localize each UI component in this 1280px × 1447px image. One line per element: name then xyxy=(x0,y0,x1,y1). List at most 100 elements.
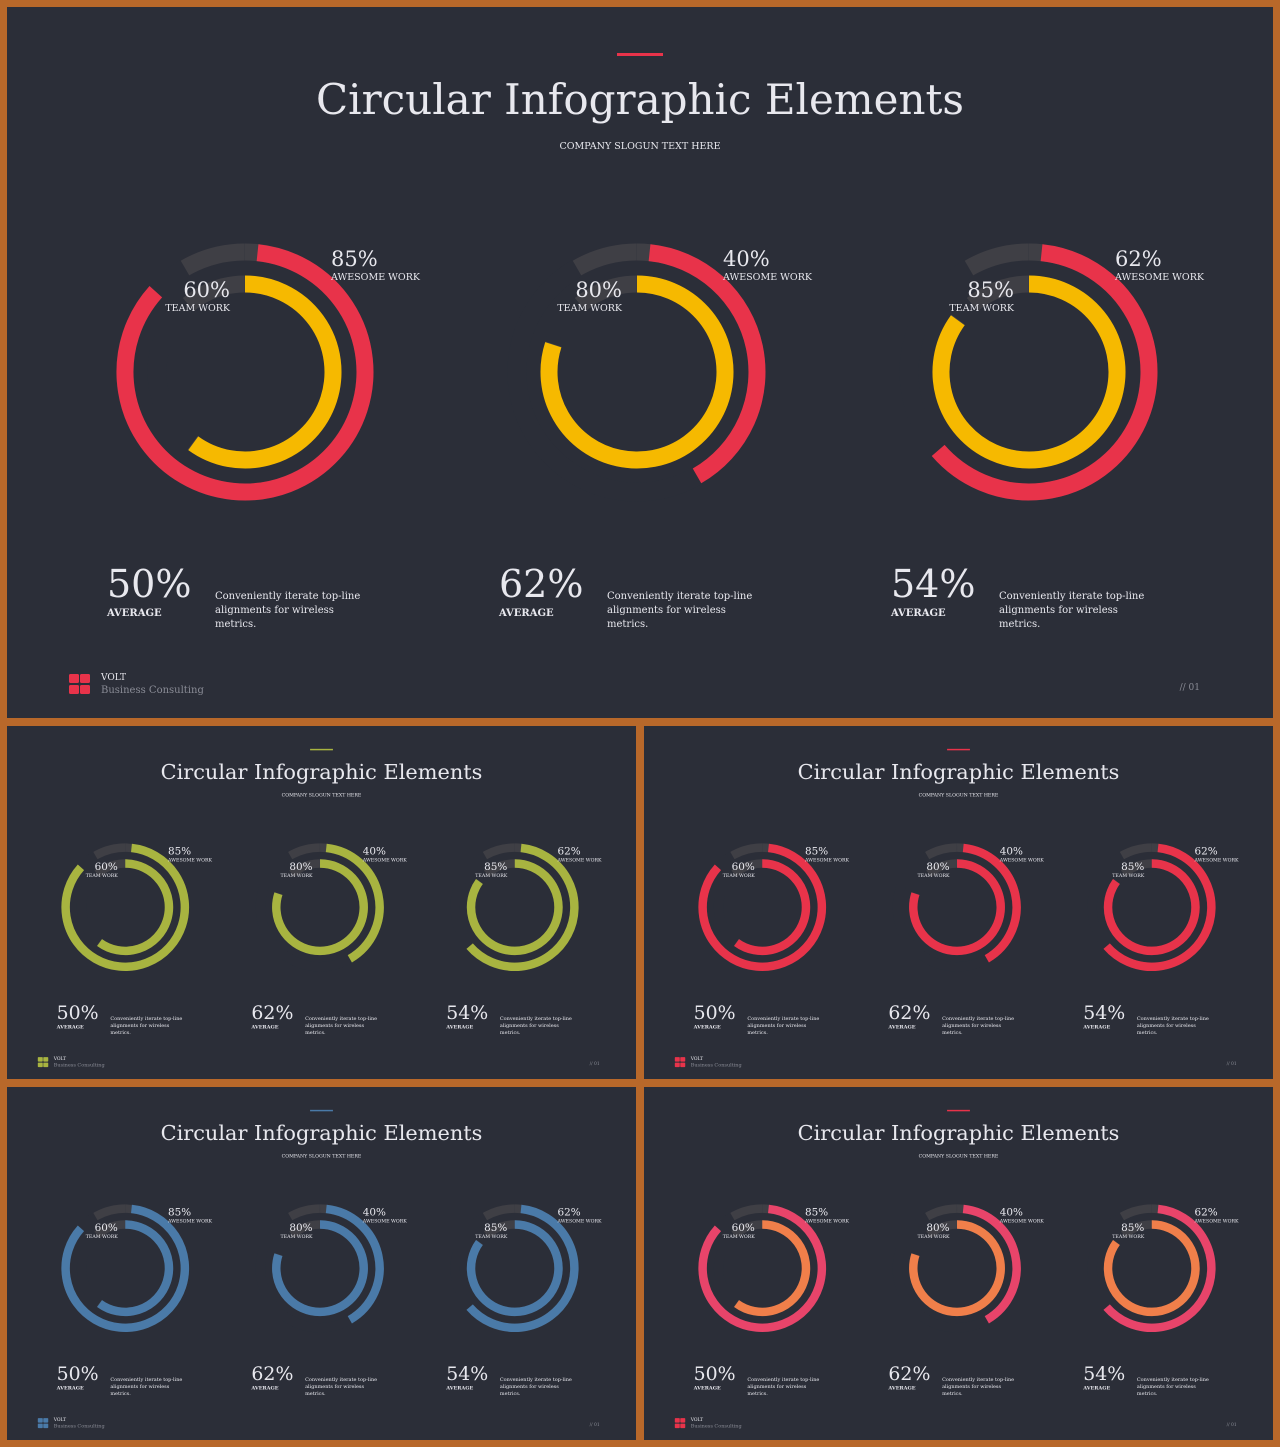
inner-percent: 85% xyxy=(484,1222,507,1234)
outer-track-gap xyxy=(507,259,713,502)
chart-group-1: 60%TEAM WORK 85%AWESOME WORK 50%AVERAGE Con… xyxy=(693,843,850,1036)
inner-track-gap xyxy=(76,870,103,947)
inner-percent: 80% xyxy=(575,278,622,302)
chart-group-1: 60%TEAM WORK 85%AWESOME WORK 50%AVERAGE Con… xyxy=(56,843,213,1036)
inner-label: TEAM WORK xyxy=(86,1234,119,1240)
average-percent: 54% xyxy=(446,1002,488,1024)
title-accent-line xyxy=(617,53,663,56)
inner-track-gap xyxy=(147,297,199,451)
average-description: Conveniently iterate top-line xyxy=(110,1377,182,1383)
outer-ring-value xyxy=(1103,843,1216,972)
slide-title: Circular Infographic Elements xyxy=(316,75,964,124)
outer-track-gap xyxy=(255,1212,358,1333)
slide-title: Circular Infographic Elements xyxy=(161,1121,483,1145)
average-description: metrics. xyxy=(110,1030,131,1036)
slide-coral: Circular Infographic Elements COMPANY SLO… xyxy=(644,1087,1273,1440)
outer-percent: 62% xyxy=(1115,247,1162,271)
average-description: metrics. xyxy=(607,619,648,630)
average-percent: 50% xyxy=(57,1002,99,1024)
average-label: AVERAGE xyxy=(56,1385,84,1391)
inner-percent: 80% xyxy=(289,861,312,873)
brand-tagline: Business Consulting xyxy=(691,1063,743,1069)
inner-track-gap xyxy=(950,297,979,326)
average-label: AVERAGE xyxy=(250,1385,278,1391)
outer-label: AWESOME WORK xyxy=(1114,272,1205,283)
brand-logo-icon xyxy=(37,1418,49,1429)
inner-label: TEAM WORK xyxy=(1112,873,1145,879)
outer-percent: 85% xyxy=(805,846,828,858)
average-description: Conveniently iterate top-line xyxy=(215,591,360,602)
inner-ring-value xyxy=(188,275,342,469)
average-label: AVERAGE xyxy=(445,1024,473,1030)
average-label: AVERAGE xyxy=(693,1024,721,1030)
outer-label: AWESOME WORK xyxy=(804,858,850,864)
outer-ring-value xyxy=(325,1204,384,1324)
average-percent: 50% xyxy=(107,562,191,606)
average-description: metrics. xyxy=(942,1030,963,1036)
average-description: Conveniently iterate top-line xyxy=(747,1016,819,1022)
inner-ring-value xyxy=(466,859,563,956)
inner-ring-value xyxy=(1103,859,1200,956)
average-description: Conveniently iterate top-line xyxy=(1137,1016,1209,1022)
outer-percent: 40% xyxy=(1000,1207,1023,1219)
average-label: AVERAGE xyxy=(250,1024,278,1030)
outer-label: AWESOME WORK xyxy=(1193,1219,1239,1225)
outer-ring-value xyxy=(466,843,579,972)
average-percent: 62% xyxy=(251,1002,293,1024)
average-description: alignments for wireless xyxy=(1137,1384,1196,1390)
slide-title: Circular Infographic Elements xyxy=(798,1121,1120,1145)
inner-percent: 80% xyxy=(926,1222,949,1234)
slide-blue: Circular Infographic Elements COMPANY SLO… xyxy=(7,1087,636,1440)
inner-ring-value xyxy=(97,859,174,956)
slide-main: Circular Infographic Elements COMPANY SLO… xyxy=(7,7,1273,718)
brand-logo-icon xyxy=(69,674,90,694)
slide-canvas: Circular Infographic Elements COMPANY SLO… xyxy=(674,748,1239,1069)
inner-track-gap xyxy=(475,870,490,885)
average-description: Conveniently iterate top-line xyxy=(747,1377,819,1383)
slide-green: Circular Infographic Elements COMPANY SLO… xyxy=(7,726,636,1079)
inner-ring-value xyxy=(272,859,368,956)
outer-ring-value xyxy=(61,1204,190,1332)
average-description: metrics. xyxy=(1137,1030,1158,1036)
inner-percent: 80% xyxy=(926,861,949,873)
chart-group-1: 60%TEAM WORK 85%AWESOME WORK 50%AVERAGE Con… xyxy=(56,1204,213,1397)
inner-track-gap xyxy=(713,870,740,947)
inner-percent: 85% xyxy=(1121,861,1144,873)
outer-percent: 85% xyxy=(168,846,191,858)
inner-track-gap xyxy=(274,870,296,896)
outer-track-gap xyxy=(450,1212,488,1315)
average-description: metrics. xyxy=(110,1391,131,1397)
average-description: alignments for wireless xyxy=(999,605,1118,616)
average-label: AVERAGE xyxy=(887,1024,915,1030)
slide-red: Circular Infographic Elements COMPANY SLO… xyxy=(644,726,1273,1079)
average-description: alignments for wireless xyxy=(607,605,726,616)
average-description: Conveniently iterate top-line xyxy=(500,1016,572,1022)
outer-track-gap xyxy=(892,851,995,972)
inner-track-gap xyxy=(713,1231,740,1308)
page-number: // 01 xyxy=(590,1061,600,1067)
average-percent: 54% xyxy=(1083,1002,1125,1024)
average-description: metrics. xyxy=(500,1391,521,1397)
average-description: Conveniently iterate top-line xyxy=(305,1016,377,1022)
average-description: Conveniently iterate top-line xyxy=(110,1016,182,1022)
outer-percent: 85% xyxy=(168,1207,191,1219)
outer-percent: 40% xyxy=(363,1207,386,1219)
average-description: Conveniently iterate top-line xyxy=(305,1377,377,1383)
slide-slogan: COMPANY SLOGUN TEXT HERE xyxy=(560,141,721,152)
average-description: alignments for wireless xyxy=(110,1023,169,1029)
slide-canvas: Circular Infographic Elements COMPANY SLO… xyxy=(69,53,1205,696)
inner-percent: 60% xyxy=(95,1222,118,1234)
brand-name: VOLT xyxy=(690,1056,703,1062)
average-label: AVERAGE xyxy=(106,608,162,619)
slide-slogan: COMPANY SLOGUN TEXT HERE xyxy=(919,793,999,799)
inner-ring-value xyxy=(466,1220,563,1317)
average-description: metrics. xyxy=(999,619,1040,630)
average-description: alignments for wireless xyxy=(942,1384,1001,1390)
outer-label: AWESOME WORK xyxy=(167,858,213,864)
